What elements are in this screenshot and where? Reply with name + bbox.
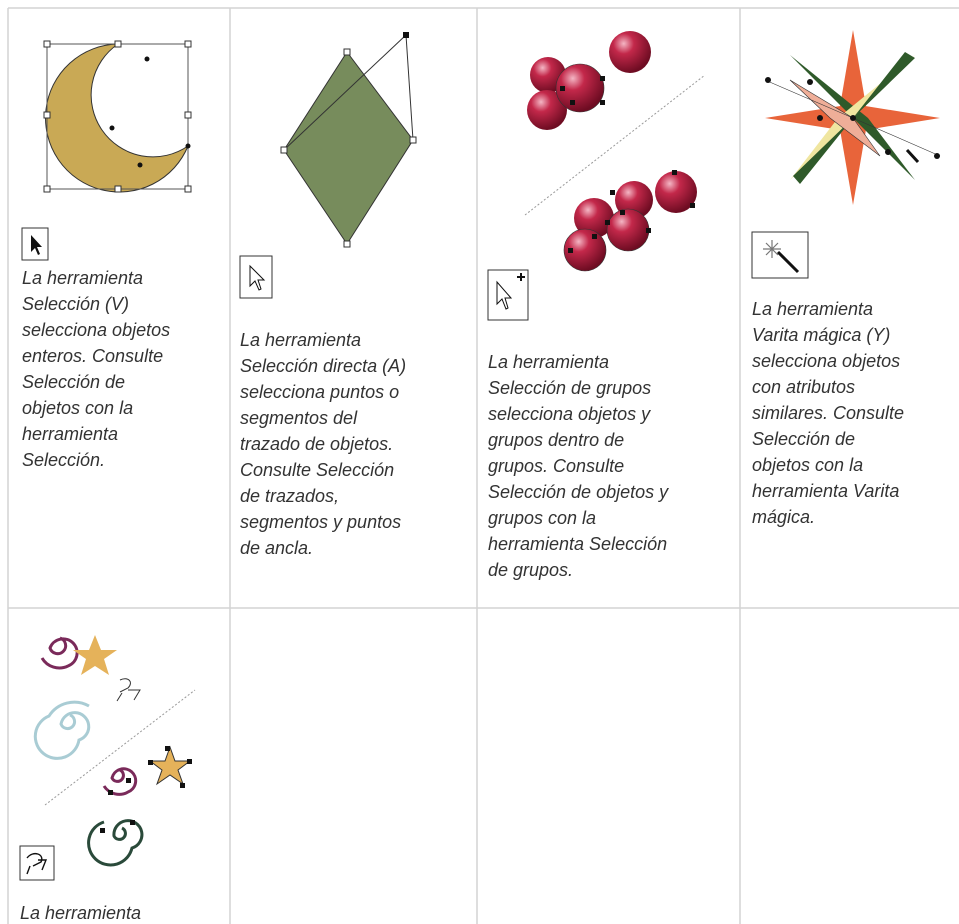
cell-text: La herramienta bbox=[20, 900, 141, 924]
text-line: La herramienta bbox=[488, 352, 610, 372]
text-line: selecciona objetos bbox=[22, 320, 171, 340]
text-line: similares. Consulte bbox=[752, 403, 905, 423]
text-line: Selección. bbox=[22, 450, 106, 470]
text-line: herramienta Selección bbox=[488, 534, 668, 554]
text-line: herramienta Varita bbox=[752, 481, 900, 501]
text-line: selecciona puntos o bbox=[240, 382, 400, 402]
moon-illustration bbox=[43, 40, 192, 193]
text-line: Consulte Selección bbox=[240, 460, 395, 480]
text-line: trazado de objetos. bbox=[240, 434, 394, 454]
text-line: de grupos. bbox=[488, 560, 574, 580]
text-line: Selección directa (A) bbox=[240, 356, 407, 376]
text-line: Selección de grupos bbox=[488, 378, 652, 398]
star-illustration bbox=[764, 30, 941, 205]
text-line: Varita mágica (Y) bbox=[752, 325, 891, 345]
text-line: Selección de bbox=[752, 429, 856, 449]
text-line: objetos con la bbox=[22, 398, 134, 418]
cell-text: La herramienta Selección directa (A) selec… bbox=[240, 327, 406, 561]
direct-selection-icon bbox=[239, 255, 273, 299]
cell-text: La herramienta Selección de grupos selecci… bbox=[488, 349, 668, 583]
text-line: de ancla. bbox=[240, 538, 314, 558]
text-line: Selección (V) bbox=[22, 294, 130, 314]
swirls-illustration bbox=[33, 635, 196, 867]
text-line: selecciona objetos bbox=[752, 351, 901, 371]
text-line: Selección de objetos y bbox=[488, 482, 669, 502]
magic-wand-icon bbox=[751, 231, 809, 279]
group-selection-icon bbox=[487, 269, 529, 321]
text-line: La herramienta bbox=[22, 268, 144, 288]
text-line: grupos con la bbox=[488, 508, 597, 528]
text-line: objetos con la bbox=[752, 455, 864, 475]
text-line: herramienta bbox=[22, 424, 119, 444]
cell-text: La herramienta Selección (V) selecciona ob… bbox=[22, 265, 170, 473]
lasso-icon bbox=[19, 845, 55, 881]
text-line: La herramienta bbox=[240, 330, 362, 350]
text-line: La herramienta bbox=[20, 903, 142, 923]
diamond-illustration bbox=[280, 32, 417, 248]
text-line: enteros. Consulte bbox=[22, 346, 164, 366]
text-line: con atributos bbox=[752, 377, 856, 397]
cell-text: La herramienta Varita mágica (Y) seleccion… bbox=[752, 296, 904, 530]
selection-tool-icon bbox=[21, 227, 49, 261]
text-line: segmentos y puntos bbox=[240, 512, 402, 532]
spheres-illustration bbox=[524, 31, 706, 272]
text-line: Selección de bbox=[22, 372, 126, 392]
text-line: grupos dentro de bbox=[488, 430, 625, 450]
text-line: selecciona objetos y bbox=[488, 404, 651, 424]
text-line: segmentos del bbox=[240, 408, 358, 428]
text-line: La herramienta bbox=[752, 299, 874, 319]
text-line: mágica. bbox=[752, 507, 816, 527]
text-line: de trazados, bbox=[240, 486, 340, 506]
text-line: grupos. Consulte bbox=[488, 456, 625, 476]
